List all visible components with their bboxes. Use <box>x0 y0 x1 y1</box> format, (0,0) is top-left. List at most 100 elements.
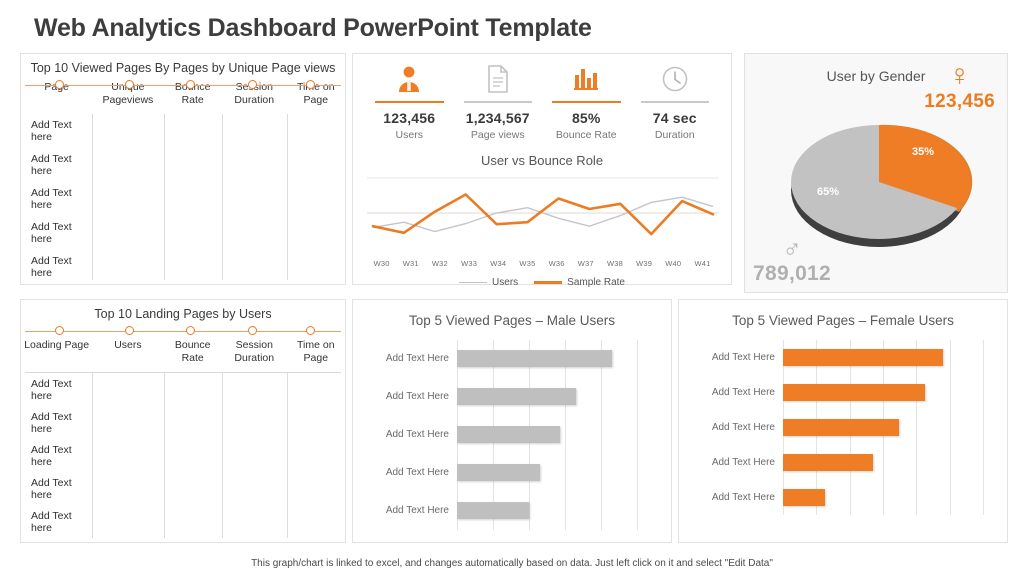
column-divider <box>221 114 223 281</box>
bar-row[interactable]: Add Text Here <box>679 375 1007 410</box>
table-row[interactable]: Add Text here <box>21 373 345 406</box>
legend-item-sample-rate: Sample Rate <box>534 277 625 288</box>
male-bar-chart-panel: Top 5 Viewed Pages – Male Users Add Text… <box>352 299 672 543</box>
rule-line <box>25 85 341 86</box>
bar-row[interactable]: Add Text Here <box>679 410 1007 445</box>
bar <box>783 348 943 366</box>
rule-marker <box>124 326 134 335</box>
kpi-label: Page views <box>470 129 525 141</box>
user-icon-wrap <box>369 62 450 96</box>
bottom-table-header-divider <box>25 372 341 374</box>
x-tick-label: W30 <box>373 259 390 268</box>
bar-row[interactable]: Add Text Here <box>353 492 671 530</box>
kpi-card-users[interactable]: 123,456 Users <box>365 62 454 141</box>
line-chart-title: User vs Bounce Role <box>480 153 604 168</box>
rule-marker <box>306 80 316 89</box>
male-icon: ♂ <box>782 234 802 264</box>
page-title: Web Analytics Dashboard PowerPoint Templ… <box>34 14 592 42</box>
bar-category-label: Add Text Here <box>385 429 449 441</box>
bar-row[interactable]: Add Text Here <box>353 340 671 378</box>
table-row[interactable]: Add Text here <box>21 505 345 538</box>
clock-icon-wrap <box>635 62 716 96</box>
gridline <box>601 339 602 530</box>
column-divider <box>286 114 288 281</box>
table-cell: Add Text here <box>31 153 72 178</box>
legend-label-users: Users <box>492 277 519 288</box>
table-row[interactable]: Add Text here <box>21 216 345 250</box>
table-row[interactable]: Add Text here <box>21 406 345 439</box>
table-row[interactable]: Add Text here <box>21 148 345 182</box>
table-row[interactable]: Add Text here <box>21 472 345 505</box>
bar-category-label: Add Text Here <box>711 491 775 503</box>
bar <box>457 502 529 520</box>
x-tick-label: W31 <box>402 259 419 268</box>
rule-marker <box>55 326 65 335</box>
rule-line <box>25 331 341 332</box>
kpi-value: 123,456 <box>383 110 436 126</box>
legend-swatch-users <box>459 281 488 284</box>
bar-row[interactable]: Add Text Here <box>679 480 1007 515</box>
column-divider <box>286 373 288 538</box>
x-tick-label: W41 <box>694 259 711 268</box>
rule-marker <box>186 80 196 89</box>
x-tick-label: W33 <box>461 259 478 268</box>
male-stat: ♂ 789,012 <box>753 236 831 286</box>
bar-category-label: Add Text Here <box>711 456 775 468</box>
bar <box>457 350 612 368</box>
legend-label-sample-rate: Sample Rate <box>567 277 625 288</box>
landing-pages-table-panel: Top 10 Landing Pages by Users Loading Pa… <box>20 299 346 543</box>
pie-label-male: 65% <box>817 186 839 198</box>
top-viewed-pages-table-panel: Top 10 Viewed Pages By Pages by Unique P… <box>20 53 346 285</box>
table-cell: Add Text here <box>31 187 72 212</box>
column-divider <box>163 373 165 538</box>
bar-category-label: Add Text Here <box>385 391 449 403</box>
rule-marker <box>186 326 196 335</box>
female-icon: ♀ <box>948 59 971 92</box>
kpi-label: Users <box>395 129 423 141</box>
column-divider <box>163 114 165 281</box>
bar-row[interactable]: Add Text Here <box>353 416 671 454</box>
table-cell: Add Text here <box>31 377 72 402</box>
legend-swatch-sample-rate <box>534 281 563 284</box>
bar-category-label: Add Text Here <box>711 421 775 433</box>
table-row[interactable]: Add Text here <box>21 182 345 216</box>
bar-row[interactable]: Add Text Here <box>353 378 671 416</box>
kpi-card-page-views[interactable]: 1,234,567 Page views <box>454 62 543 141</box>
male-count: 789,012 <box>753 262 832 285</box>
column-header: Session Duration <box>234 339 275 365</box>
column-header: Session Duration <box>234 81 275 107</box>
user-by-gender-panel: User by Gender ♀ 123,456 35% 65% ♂ 789,0… <box>744 53 1008 293</box>
series-sample-rate-line <box>371 193 715 236</box>
bar-row[interactable]: Add Text Here <box>353 454 671 492</box>
x-tick-label: W37 <box>577 259 594 268</box>
table-cell: Add Text here <box>31 509 72 534</box>
table-cell: Add Text here <box>31 119 72 144</box>
line-chart-x-axis: W30 W31 W32 W33 W34 W35 W36 W37 W38 W39 W40 W41 <box>367 259 717 268</box>
bar-category-label: Add Text Here <box>711 351 775 363</box>
kpi-card-duration[interactable]: 74 sec Duration <box>631 62 720 141</box>
table-row[interactable]: Add Text here <box>21 114 345 148</box>
kpi-linechart-panel: 123,456 Users 1,234,567 Page views 85% Bounce… <box>352 53 732 288</box>
bar-row[interactable]: Add Text Here <box>679 340 1007 375</box>
kpi-card-bounce-rate[interactable]: 85% Bounce Rate <box>542 62 631 141</box>
bar <box>457 388 576 406</box>
column-header: Time on Page <box>297 339 335 365</box>
pie-chart-svg: 35% 65% <box>791 124 973 247</box>
x-tick-label: W39 <box>636 259 653 268</box>
rule-marker <box>248 80 258 89</box>
table-cell: Add Text here <box>31 221 72 246</box>
gridline <box>916 339 918 515</box>
female-count: 123,456 <box>924 90 995 112</box>
bar <box>783 383 925 401</box>
kpi-value: 74 sec <box>652 110 697 126</box>
kpi-underline <box>463 101 532 103</box>
bottom-table-body: Add Text here Add Text here Add Text here A… <box>21 373 345 542</box>
table-row[interactable]: Add Text here <box>21 439 345 472</box>
female-bar-chart-plot: Add Text Here Add Text Here Add Text Here A… <box>679 339 1007 515</box>
column-divider <box>92 114 94 281</box>
table-cell: Add Text here <box>31 410 72 435</box>
table-row[interactable]: Add Text here <box>21 250 345 284</box>
x-tick-label: W32 <box>431 259 448 268</box>
bar-row[interactable]: Add Text Here <box>679 445 1007 480</box>
